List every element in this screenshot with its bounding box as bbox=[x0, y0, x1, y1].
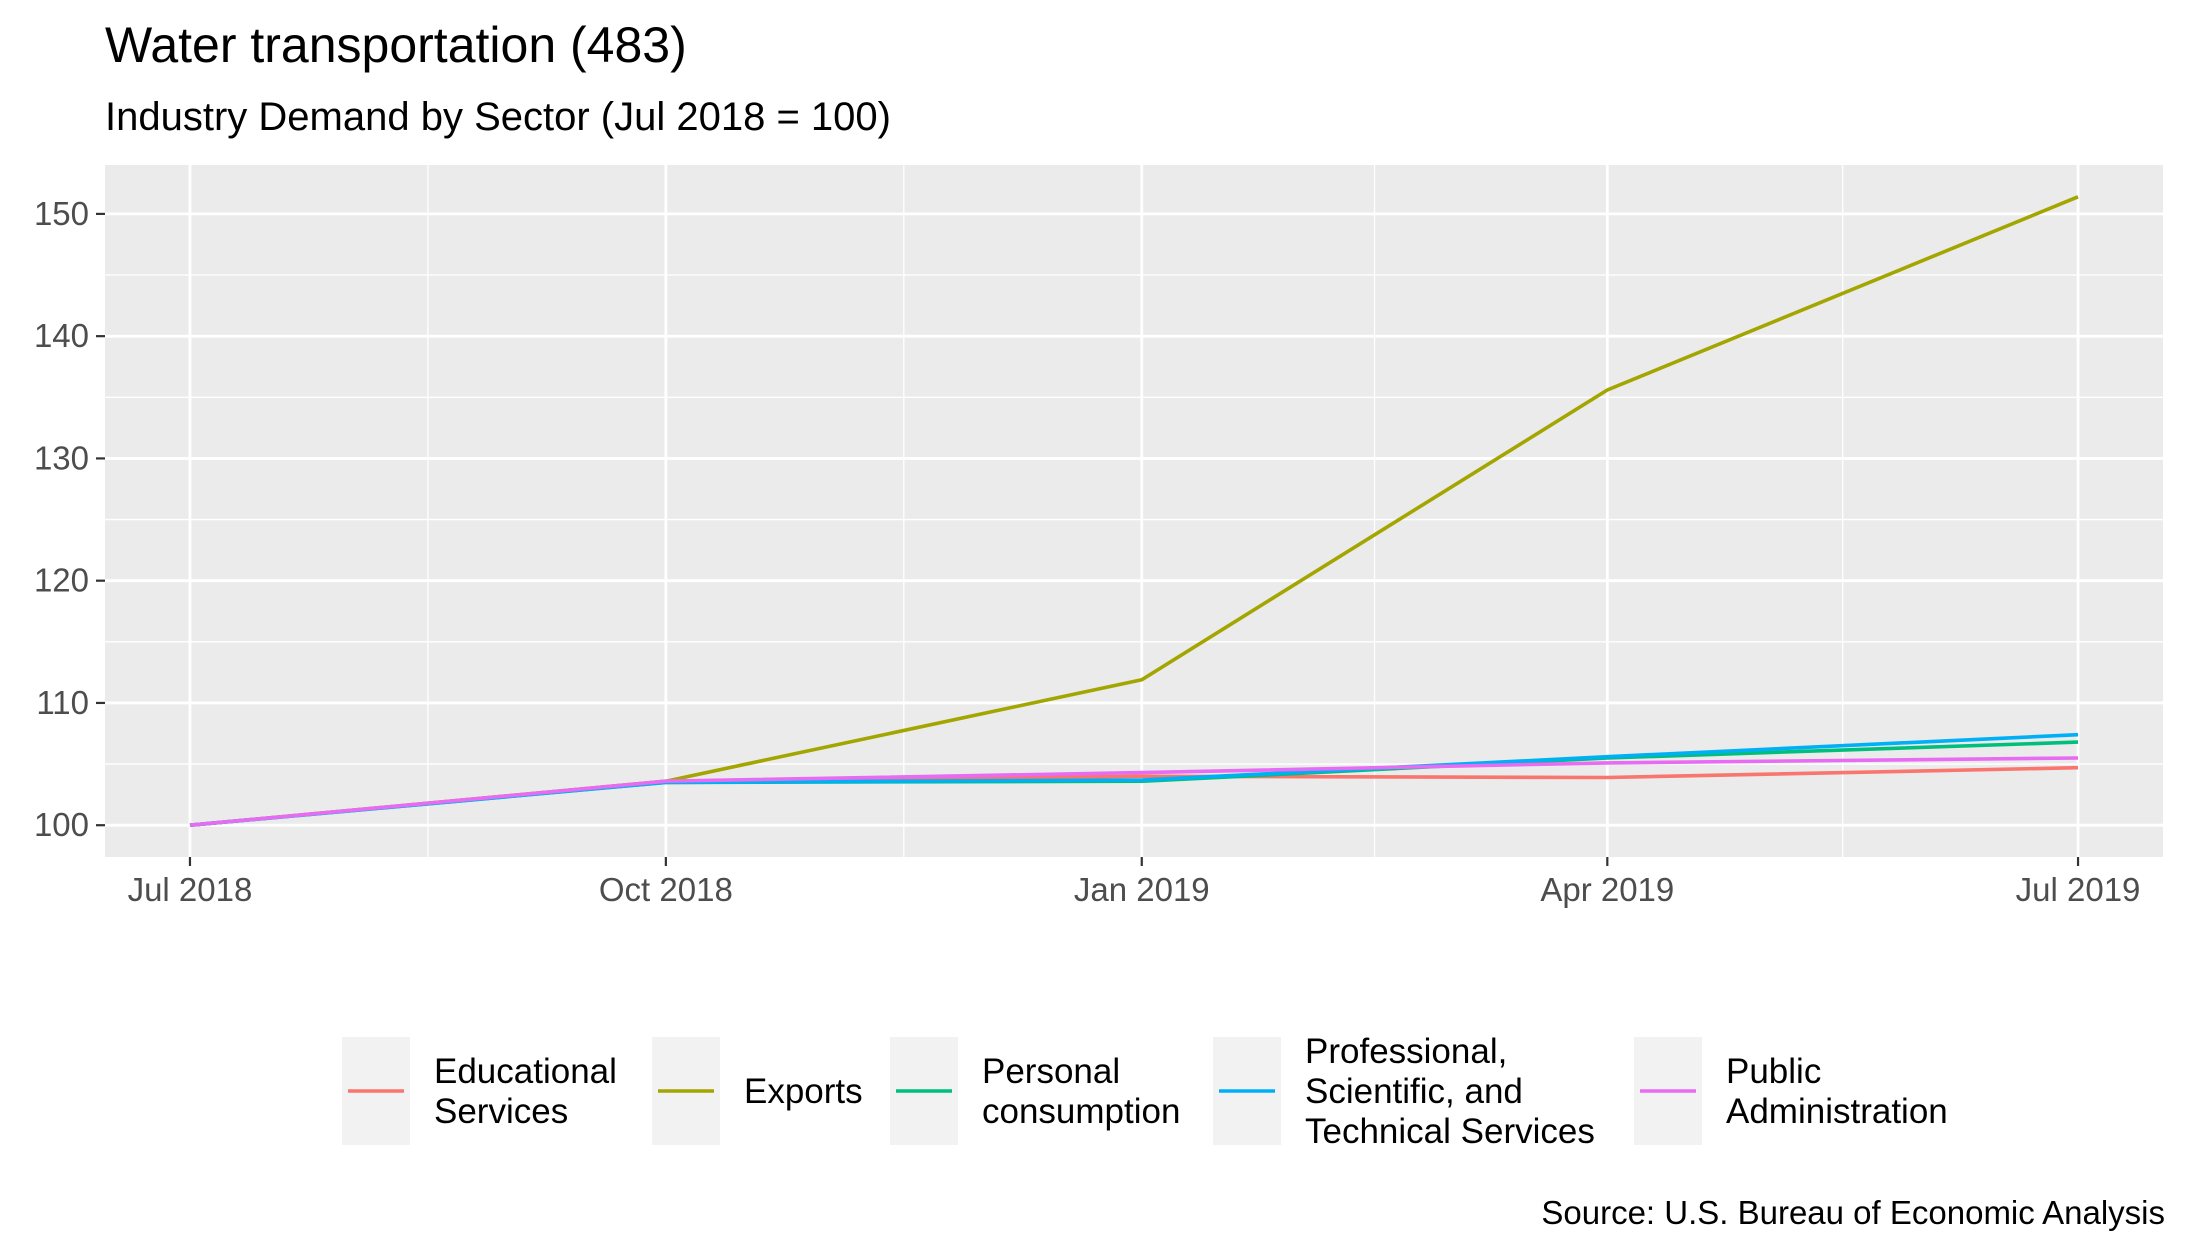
x-tick-label: Jul 2019 bbox=[2016, 871, 2141, 908]
y-tick-label: 140 bbox=[34, 317, 89, 354]
x-tick-label: Apr 2019 bbox=[1540, 871, 1674, 908]
y-tick-label: 120 bbox=[34, 562, 89, 599]
grid-lines bbox=[105, 165, 2163, 857]
y-tick-label: 100 bbox=[34, 806, 89, 843]
legend-item: Educational Services bbox=[342, 1037, 617, 1145]
chart-subtitle: Industry Demand by Sector (Jul 2018 = 10… bbox=[105, 95, 891, 139]
axes: Jul 2018 Oct 2018 Jan 2019 Apr 2019 Jul 2019… bbox=[34, 195, 2140, 908]
legend-item: Personal consumption bbox=[890, 1037, 1180, 1145]
x-tick-label: Oct 2018 bbox=[599, 871, 733, 908]
legend-label: Public Administration bbox=[1726, 1052, 1948, 1131]
y-tick-label: 130 bbox=[34, 439, 89, 476]
legend-label: Exports bbox=[744, 1072, 863, 1111]
x-tick-label: Jul 2018 bbox=[128, 871, 253, 908]
y-tick-label: 150 bbox=[34, 195, 89, 232]
legend: Educational Services Exports Personal consum… bbox=[342, 1032, 1948, 1151]
legend-label: Personal consumption bbox=[982, 1052, 1180, 1131]
legend-label: Educational Services bbox=[434, 1052, 617, 1131]
legend-item: Public Administration bbox=[1634, 1037, 1948, 1145]
chart-caption: Source: U.S. Bureau of Economic Analysis bbox=[1541, 1194, 2165, 1231]
legend-item: Exports bbox=[652, 1037, 863, 1145]
x-tick-label: Jan 2019 bbox=[1074, 871, 1210, 908]
series-lines bbox=[189, 195, 2079, 827]
plot-panel bbox=[105, 165, 2163, 857]
legend-label: Professional, Scientific, and Technical Se… bbox=[1305, 1032, 1595, 1151]
series-line bbox=[189, 756, 2079, 827]
chart-title: Water transportation (483) bbox=[105, 17, 687, 73]
y-tick-label: 110 bbox=[36, 684, 89, 721]
legend-item: Professional, Scientific, and Technical Se… bbox=[1213, 1032, 1595, 1151]
